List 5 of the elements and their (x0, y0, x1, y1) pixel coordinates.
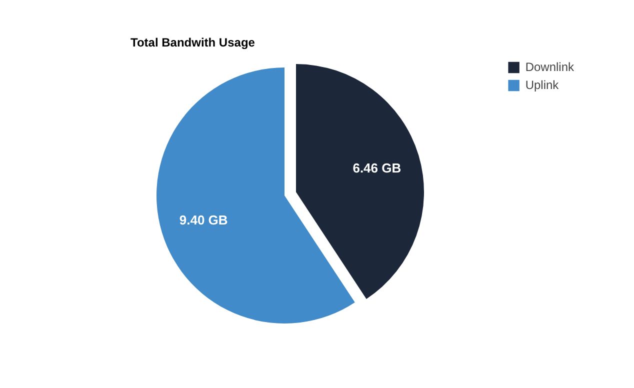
data-label: 9.40 GB (179, 212, 228, 228)
legend-label: Uplink (525, 78, 559, 92)
chart-title: Total Bandwith Usage (130, 36, 256, 50)
data-label: 6.46 GB (352, 160, 402, 176)
legend-label: Downlink (525, 60, 574, 74)
